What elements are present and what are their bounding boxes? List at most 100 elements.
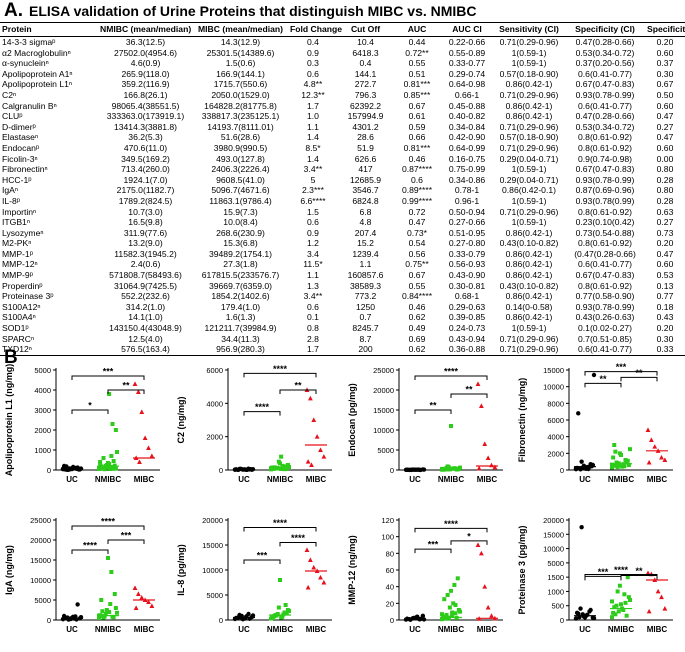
data-point-nmibc (285, 463, 290, 468)
y-tick-label: 6000 (547, 416, 564, 425)
table-cell: 0.59 (408, 121, 426, 132)
table-cell: 571808.7(58493.6) (109, 270, 182, 281)
y-tick-label: 1000 (34, 446, 51, 455)
table-cell: 1715.7(550.6) (213, 79, 268, 90)
table-cell: 1.1 (359, 259, 372, 270)
data-point-nmibc (97, 466, 101, 471)
significance-bracket (450, 393, 488, 398)
table-cell: 0.00 (656, 153, 674, 164)
table-cell: 0.43(0.10-0.82) (499, 238, 559, 249)
table-cell: 13.2(9.0) (128, 238, 163, 249)
table-cell: 8.5* (305, 142, 321, 153)
data-point-nmibc (450, 613, 455, 618)
data-point-mibc (492, 464, 498, 470)
data-point-uc (573, 616, 579, 621)
y-tick-label: 20000 (30, 536, 51, 545)
data-point-mibc (321, 579, 327, 585)
table-cell: 0.62 (393, 344, 441, 356)
data-point-nmibc (455, 576, 460, 581)
data-point-mibc (307, 395, 313, 401)
table-cell: 0.62 (408, 312, 426, 323)
significance-bracket (107, 389, 145, 394)
data-point-mibc (475, 381, 481, 386)
y-tick-label: 15000 (373, 406, 394, 415)
significance-bracket (279, 389, 317, 394)
significance-label: *** (616, 362, 627, 372)
y-axis-label: Endocan (pg/mg) (347, 383, 357, 457)
y-tick-label: 500 (551, 602, 564, 611)
data-point-nmibc (442, 597, 447, 602)
significance-label: *** (103, 367, 114, 377)
table-cell: 0.33-0.79 (448, 248, 486, 259)
data-point-nmibc (281, 464, 286, 469)
table-cell: 0.6(0.41-0.77) (578, 100, 632, 111)
x-tick-label: NMIBC (438, 625, 464, 634)
table-cell: 3.4** (303, 164, 323, 175)
significance-label: **** (444, 367, 459, 377)
y-tick-label: 5000 (34, 366, 51, 375)
table-cell: 0.77 (656, 291, 674, 302)
table-cell: 0.86(0.42-1) (505, 259, 553, 270)
data-point-nmibc (113, 428, 118, 432)
table-cell: 0.47 (656, 248, 674, 259)
data-point-mibc (485, 604, 491, 610)
y-tick-label: 1500 (547, 573, 564, 582)
y-tick-label: 15000 (543, 366, 564, 375)
protein-name-cell: C2ⁿ (2, 89, 17, 100)
data-point-nmibc (622, 592, 627, 597)
table-cell: 1.1 (307, 121, 319, 132)
table-row: Endocanᵖ 470.6(11.0) 3980.9(990.5) 8.5* 51.9… (0, 143, 685, 154)
table-cell: 0.93(0.78-0.99) (575, 174, 635, 185)
x-tick-label: UC (409, 625, 421, 634)
table-cell: 0.22-0.66 (448, 37, 486, 47)
data-point-nmibc (103, 612, 108, 616)
table-row: MMP-9ᵖ 571808.7(58493.6) 617815.5(233576.7… (0, 270, 685, 281)
protein-name-cell: MMP-9ᵖ (2, 270, 33, 281)
table-row: Importinⁿ 10.7(3.0) 15.9(7.3) 1.5 6.8 0.72 0.5… (0, 207, 685, 218)
table-cell: 0.53(0.34-0.72) (575, 121, 635, 132)
scatter-plot: MMP-12 (ng/mg) 0 20 40 60 80 100 120 UC NMIBC MIBC… (347, 516, 503, 634)
significance-label: **** (444, 519, 459, 529)
protein-name-cell: SPARCⁿ (2, 333, 35, 344)
table-cell: 0.27 (656, 121, 674, 132)
table-cell: 0.30 (656, 333, 674, 344)
data-point-nmibc (610, 462, 614, 467)
table-cell: 1(0.59-1) (511, 58, 547, 69)
table-cell: 0.86(0.42-1) (505, 270, 553, 281)
protein-name-cell: IL-8ᵖ (2, 195, 21, 206)
significance-label: ** (122, 381, 130, 391)
column-header: NMIBC (mean/median) (98, 22, 193, 37)
data-point-nmibc (611, 610, 616, 615)
data-point-nmibc (110, 422, 115, 426)
table-cell: 1.7 (307, 100, 319, 111)
x-tick-label: NMIBC (608, 625, 634, 634)
table-cell: 11582.3(1945.2) (114, 248, 177, 259)
data-point-nmibc (278, 578, 282, 582)
table-cell: 0.69 (408, 333, 426, 344)
x-tick-label: MIBC (477, 475, 498, 484)
data-point-uc (75, 602, 80, 607)
table-cell: 4301.2 (352, 121, 379, 132)
significance-label: *** (428, 540, 439, 550)
data-point-nmibc (440, 617, 444, 622)
table-cell: 0.6 (307, 68, 319, 79)
table-cell: 0.6(0.41-0.77) (565, 344, 645, 356)
significance-bracket (71, 549, 109, 554)
x-tick-label: NMIBC (95, 625, 121, 634)
table-cell: 11.5* (303, 259, 323, 270)
data-point-nmibc (450, 610, 455, 615)
table-cell: 626.6 (354, 153, 377, 164)
table-cell: 0.93(0.78-0.99) (575, 301, 635, 312)
data-point-mibc (485, 455, 491, 460)
x-tick-label: UC (579, 625, 591, 634)
table-cell: 0.99**** (401, 195, 433, 206)
table-cell: 5096.7(4671.6) (211, 185, 270, 196)
table-cell: 1.5(0.6) (225, 58, 256, 69)
table-cell: 2.4(0.6) (130, 259, 161, 270)
significance-bracket (107, 539, 145, 544)
data-point-nmibc (284, 611, 289, 616)
table-cell: 0.87**** (401, 164, 433, 175)
y-tick-label: 25000 (30, 516, 51, 525)
y-tick-label: 3000 (34, 406, 51, 415)
significance-label: ** (429, 401, 437, 411)
